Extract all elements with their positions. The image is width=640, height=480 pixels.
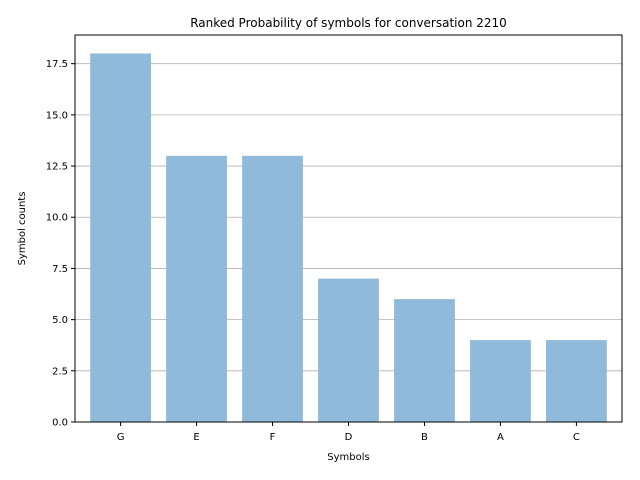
bar-c bbox=[546, 340, 607, 422]
x-tick-label: E bbox=[193, 432, 199, 443]
bar-b bbox=[394, 299, 455, 422]
x-tick-label: C bbox=[573, 432, 580, 443]
bar-g bbox=[90, 53, 151, 423]
y-tick-label: 2.5 bbox=[52, 366, 68, 377]
x-tick-label: F bbox=[270, 432, 276, 443]
bar-f bbox=[242, 155, 303, 423]
y-tick-label: 7.5 bbox=[52, 264, 68, 275]
x-tick-label: B bbox=[421, 432, 428, 443]
y-tick-label: 5.0 bbox=[52, 315, 68, 326]
y-tick-label: 12.5 bbox=[46, 162, 68, 173]
bars bbox=[90, 53, 607, 423]
x-tick-label: D bbox=[345, 432, 353, 443]
y-axis-label: Symbol counts bbox=[17, 192, 28, 266]
chart-title: Ranked Probability of symbols for conver… bbox=[190, 16, 507, 30]
x-tick-label: G bbox=[117, 432, 125, 443]
x-tick-label: A bbox=[497, 432, 504, 443]
y-tick-label: 10.0 bbox=[46, 213, 68, 224]
bar-e bbox=[166, 155, 227, 423]
x-axis-label: Symbols bbox=[327, 452, 369, 463]
y-tick-label: 0.0 bbox=[52, 418, 68, 429]
y-tick-label: 17.5 bbox=[46, 59, 68, 70]
bar-d bbox=[318, 278, 379, 422]
y-axis-ticks: 0.0 2.5 5.0 7.5 10.0 12.5 15.0 17.5 bbox=[46, 59, 75, 429]
bar-a bbox=[470, 340, 531, 422]
y-tick-label: 15.0 bbox=[46, 110, 68, 121]
